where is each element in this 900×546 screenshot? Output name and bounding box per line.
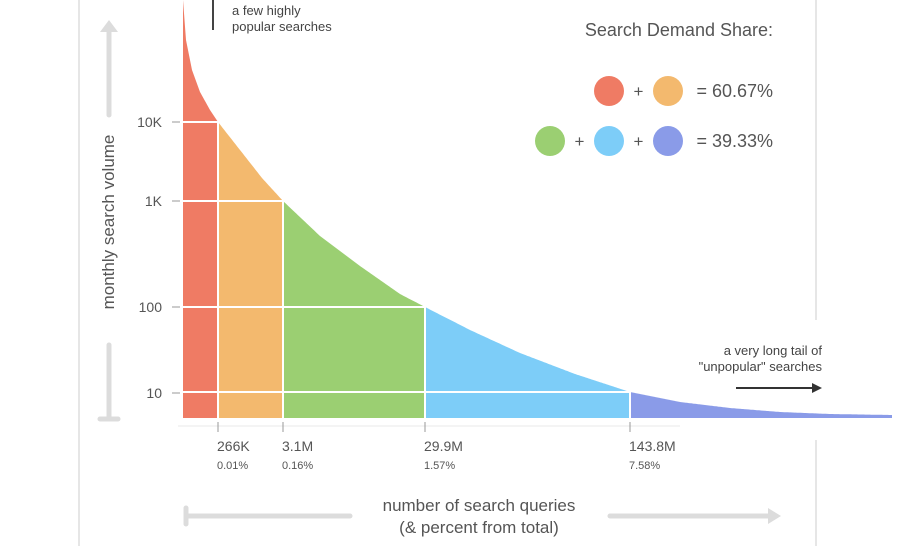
x-tick-percent: 0.01% — [217, 460, 248, 472]
curve-segment-2 — [218, 122, 283, 418]
x-axis-subtitle: (& percent from total) — [399, 518, 559, 537]
x-tick-label: 29.9M — [424, 438, 463, 454]
x-ticks: 266K 0.01% 3.1M 0.16% 29.9M 1.57% 143.8M 7.58% — [217, 422, 676, 472]
x-tick-percent: 1.57% — [424, 460, 455, 472]
tail-annotation-line1: a very long tail of — [724, 343, 823, 358]
x-tick-label: 143.8M — [629, 438, 676, 454]
curve-segment-3 — [283, 201, 425, 418]
curve-segment-4 — [425, 307, 630, 418]
curve-segment-5 — [630, 392, 892, 418]
legend-dot — [653, 126, 683, 156]
legend-dot — [594, 76, 624, 106]
y-axis-title: monthly search volume — [99, 135, 118, 310]
legend-title: Search Demand Share: — [585, 20, 773, 40]
y-tick-label: 100 — [139, 299, 163, 315]
head-annotation-line2: popular searches — [232, 19, 332, 34]
legend-plus: + — [634, 82, 644, 101]
x-tick-percent: 0.16% — [282, 460, 313, 472]
x-axis-title: number of search queries — [383, 496, 576, 515]
legend-value: = 60.67% — [696, 81, 773, 101]
curve-segment-1 — [183, 0, 218, 418]
legend-dot — [653, 76, 683, 106]
legend-plus: + — [634, 132, 644, 151]
grid-lines — [183, 121, 631, 418]
legend-dot — [535, 126, 565, 156]
x-axis-arrow — [183, 505, 781, 527]
legend-value: = 39.33% — [696, 131, 773, 151]
x-tick-percent: 7.58% — [629, 460, 660, 472]
x-tick-label: 3.1M — [282, 438, 313, 454]
legend-plus: + — [575, 132, 585, 151]
tail-annotation-line2: "unpopular" searches — [699, 359, 823, 374]
head-annotation-line1: a few highly — [232, 3, 301, 18]
y-ticks: 10K 1K 100 10 — [137, 114, 180, 401]
y-axis-arrow — [97, 20, 121, 422]
legend: + = 60.67% + + = 39.33% — [535, 76, 773, 156]
demand-curve — [183, 0, 892, 418]
y-tick-label: 10 — [146, 385, 162, 401]
tail-arrow — [736, 383, 822, 393]
y-tick-label: 1K — [145, 193, 163, 209]
x-tick-label: 266K — [217, 438, 250, 454]
y-tick-label: 10K — [137, 114, 163, 130]
legend-dot — [594, 126, 624, 156]
